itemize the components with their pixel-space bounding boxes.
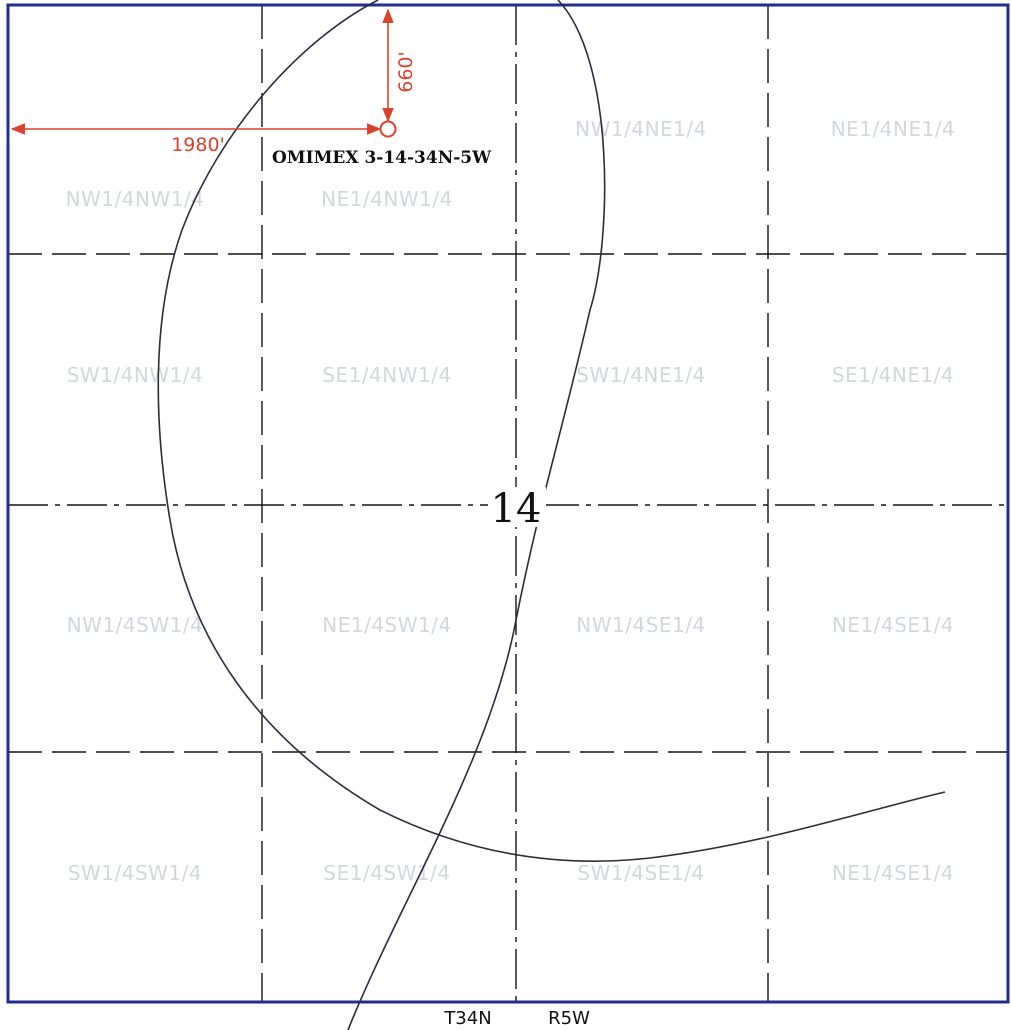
well-name-label: OMIMEX 3-14-34N-5W (272, 148, 492, 168)
quarter-quarter-label: SW1/4SW1/4 (68, 861, 202, 885)
quarter-quarter-grid (8, 5, 1008, 1002)
section-number: 14 (491, 486, 542, 532)
quarter-quarter-label: NE1/4SW1/4 (322, 613, 451, 637)
quarter-quarter-label: NE1/4NW1/4 (321, 187, 453, 211)
quarter-quarter-label: NW1/4SW1/4 (67, 613, 204, 637)
quarter-quarter-label: SW1/4SE1/4 (577, 861, 704, 885)
quarter-quarter-labels: NW1/4NW1/4 NE1/4NW1/4 NW1/4NE1/4 NE1/4NE1/4… (66, 117, 956, 885)
section-number-backdrop (488, 487, 546, 527)
dimension-label-west: 1980' (171, 134, 225, 156)
range-label: R5W (548, 1008, 590, 1029)
well-location-marker (379, 120, 397, 138)
quarter-quarter-label: SE1/4SW1/4 (323, 861, 450, 885)
quarter-quarter-label: NW1/4SE1/4 (576, 613, 705, 637)
quarter-quarter-label: SW1/4NW1/4 (67, 363, 204, 387)
well-dimensions: 660' 1980' (10, 8, 417, 156)
quarter-quarter-label: NW1/4NW1/4 (66, 187, 205, 211)
quarter-quarter-label: SE1/4NE1/4 (832, 363, 954, 387)
section-boundary (6, 3, 1010, 1004)
quarter-quarter-label: NW1/4NE1/4 (575, 117, 707, 141)
wellbore-loop-curve (157, 0, 946, 862)
township-label: T34N (443, 1008, 491, 1029)
quarter-quarter-label: SE1/4NW1/4 (322, 363, 451, 387)
quarter-quarter-label: NE1/4SE1/4 (832, 613, 954, 637)
quarter-quarter-label: NE1/4NE1/4 (831, 117, 956, 141)
quarter-quarter-label: NE1/4SE1/4 (832, 861, 954, 885)
dimension-label-north: 660' (395, 51, 417, 93)
quarter-quarter-label: SW1/4NE1/4 (576, 363, 705, 387)
